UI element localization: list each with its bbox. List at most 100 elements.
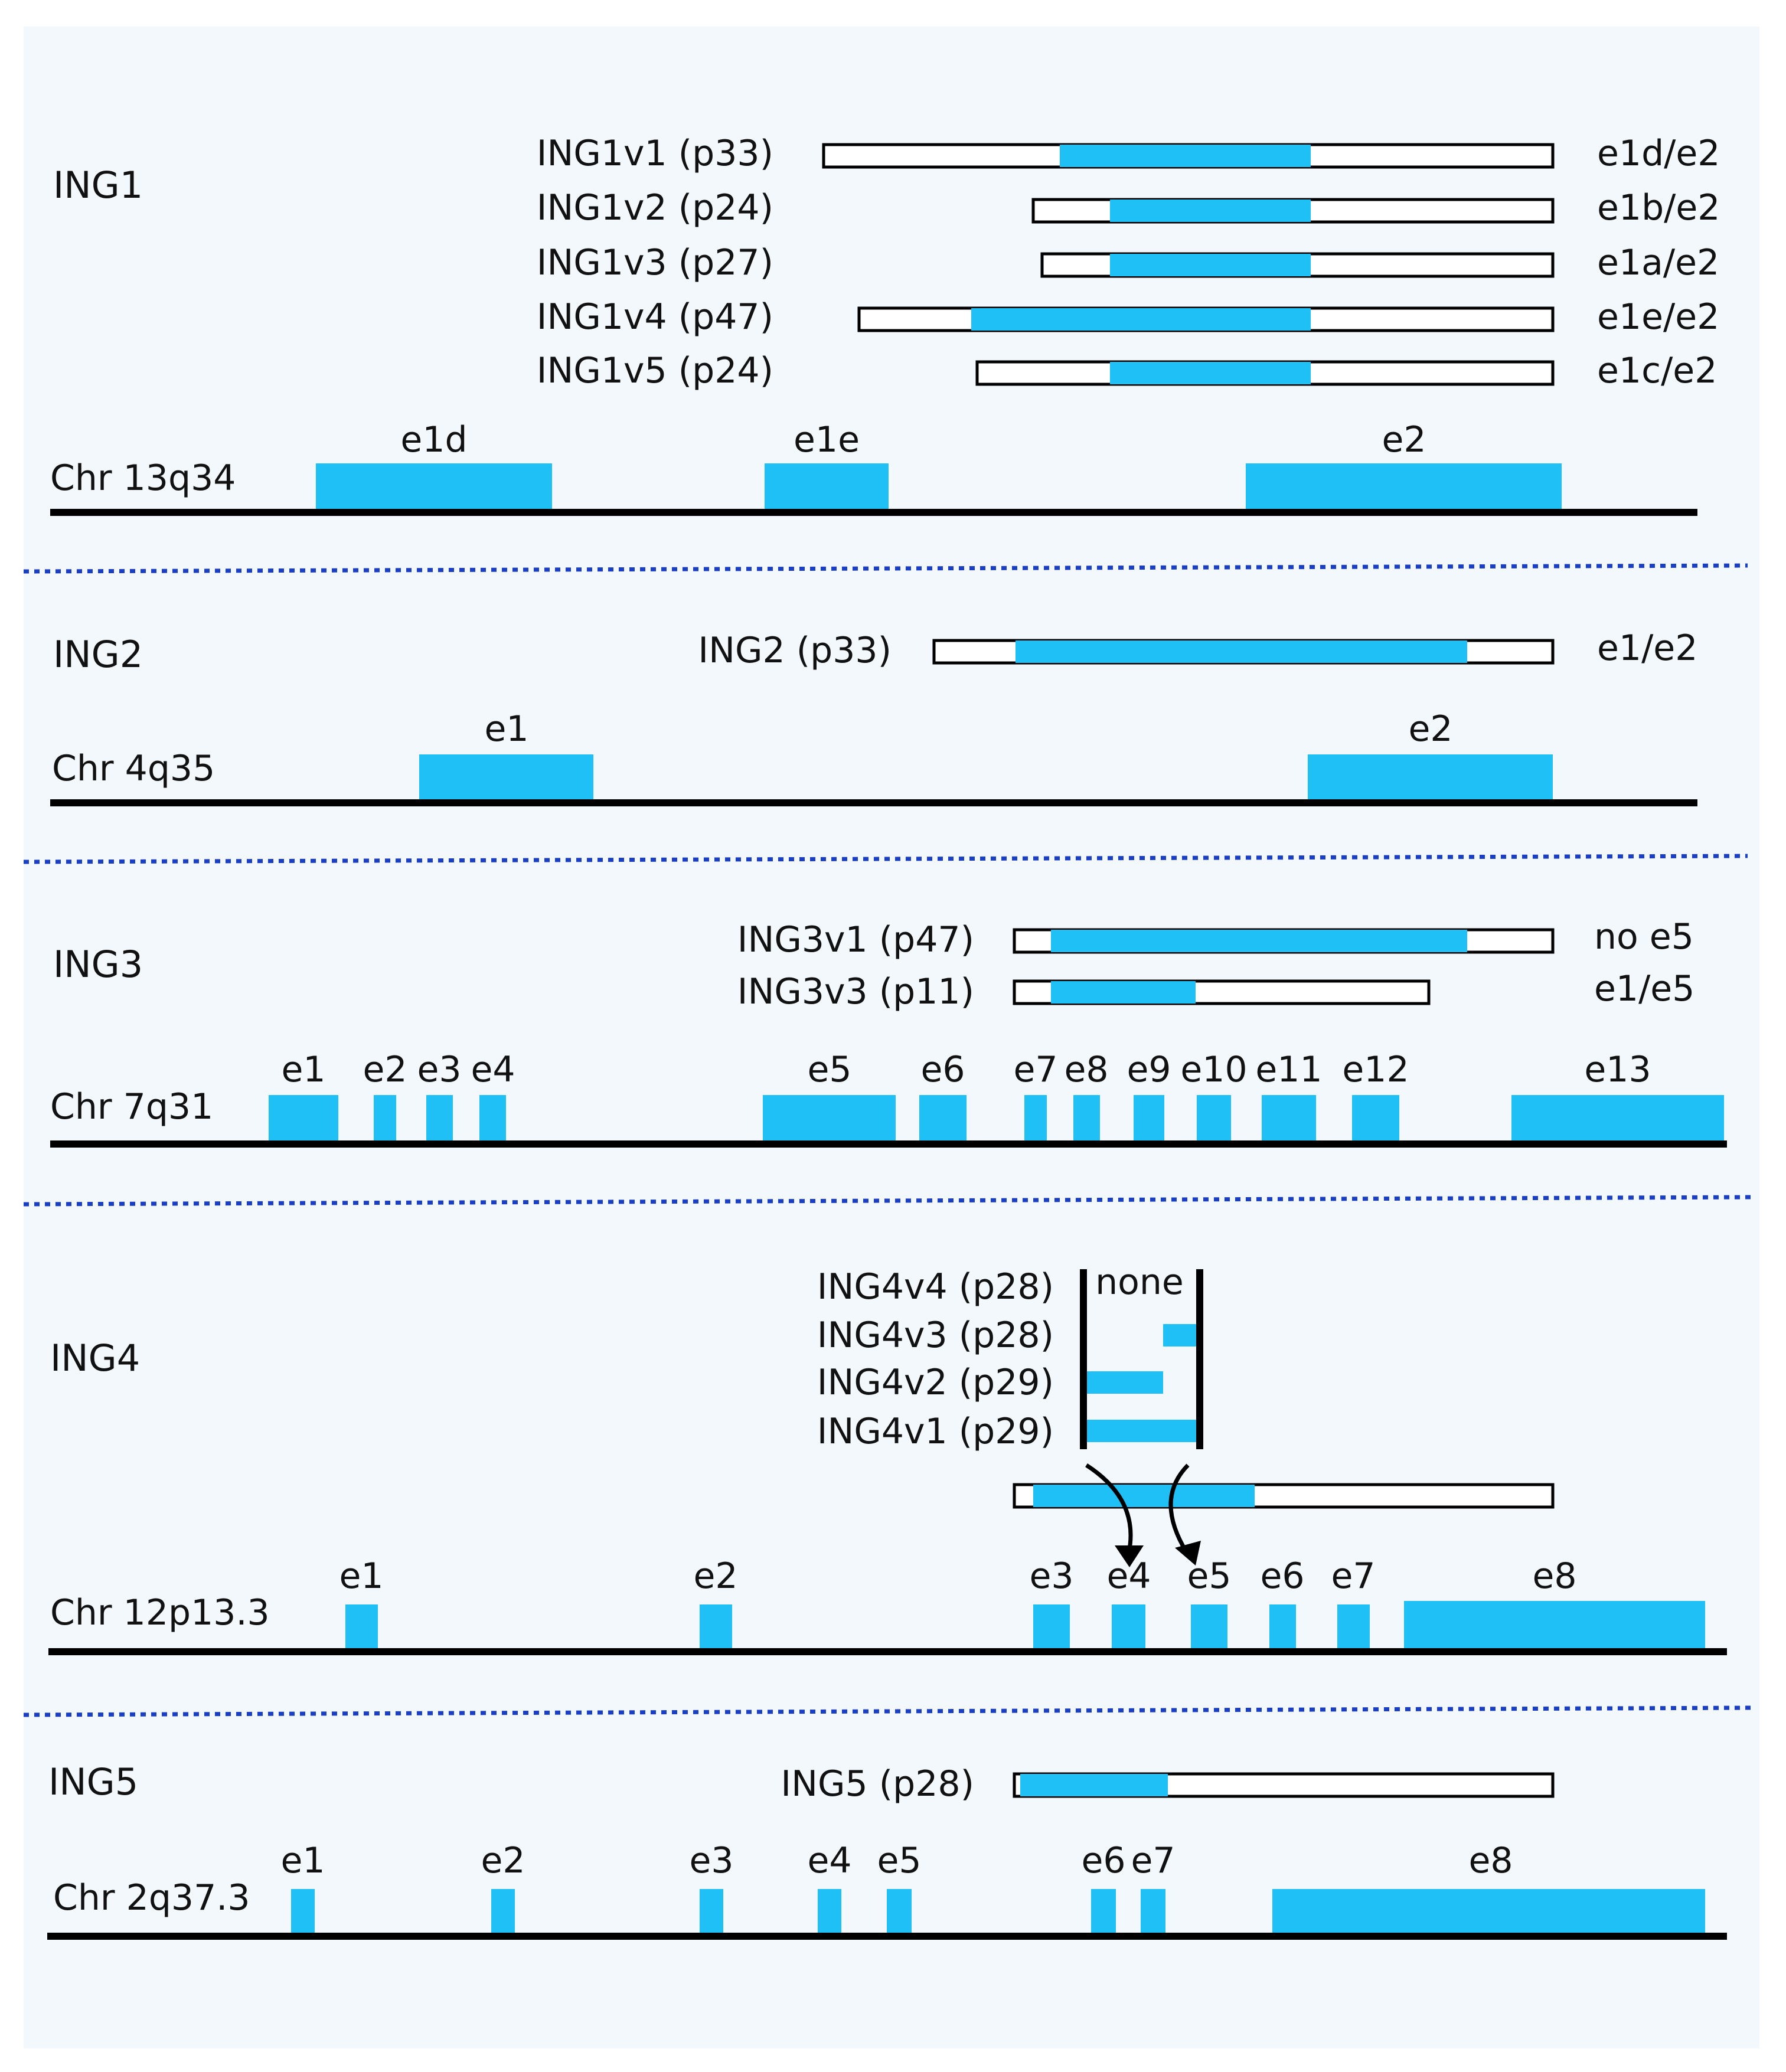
transcript-label: ING1v1 (p33) — [537, 133, 773, 174]
exon-label: e8 — [1064, 1049, 1108, 1090]
exon-label: e4 — [807, 1840, 851, 1881]
genomic-exon — [1272, 1889, 1705, 1935]
transcript-label: ING1v5 (p24) — [537, 350, 773, 391]
genomic-exon — [818, 1889, 841, 1935]
insert-fragment — [1163, 1324, 1199, 1347]
transcript-label: ING1v3 (p27) — [537, 242, 773, 283]
exon-label: e7 — [1131, 1840, 1175, 1881]
coding-region — [1110, 200, 1311, 222]
exon-label: e1 — [281, 1049, 325, 1090]
exon-label: e12 — [1342, 1049, 1409, 1090]
transcript-exons: e1e/e2 — [1597, 296, 1719, 338]
genomic-exon — [1262, 1095, 1316, 1142]
genomic-exon — [1246, 463, 1562, 511]
genomic-exon — [316, 463, 552, 511]
section-ing4: ING4 ING4v4 (p28) none ING4v3 (p28) ING4… — [48, 1261, 1727, 1655]
transcript-label: ING1v4 (p47) — [537, 296, 773, 338]
coding-region — [1033, 1485, 1255, 1507]
transcript-exons: e1d/e2 — [1597, 133, 1720, 174]
exon-label: e4 — [471, 1049, 515, 1090]
chromosome-label: Chr 13q34 — [50, 457, 236, 499]
coding-region — [1060, 145, 1311, 167]
coding-region — [1016, 640, 1467, 663]
insert-none-label: none — [1095, 1261, 1184, 1303]
gene-name: ING2 — [53, 633, 143, 676]
section-divider — [23, 563, 1748, 574]
genomic-exon — [765, 463, 889, 511]
transcript-label: ING4v4 (p28) — [817, 1266, 1054, 1308]
exon-label: e1 — [339, 1555, 383, 1597]
genomic-exon — [1024, 1095, 1047, 1142]
genomic-exon — [1073, 1095, 1100, 1142]
insert-fragment — [1085, 1371, 1163, 1394]
genomic-exon — [919, 1095, 967, 1142]
genomic-exon — [1337, 1604, 1370, 1651]
exon-label: e1 — [280, 1840, 325, 1881]
transcript-exons: e1c/e2 — [1597, 350, 1717, 391]
transcript-label: ING3v3 (p11) — [737, 971, 974, 1012]
exon-label: e10 — [1180, 1049, 1247, 1090]
transcript-exons: e1/e5 — [1594, 968, 1694, 1009]
coding-region — [971, 308, 1311, 331]
genomic-exon — [700, 1604, 732, 1651]
genomic-exon — [1511, 1095, 1724, 1142]
exon-label: e3 — [689, 1840, 733, 1881]
chromosome-label: Chr 2q37.3 — [53, 1877, 250, 1919]
genomic-exon — [269, 1095, 338, 1142]
section-ing1: ING1 ING1v1 (p33) e1d/e2 ING1v2 (p24) e1… — [50, 133, 1720, 516]
transcript-label: ING4v1 (p29) — [817, 1411, 1054, 1452]
transcript-label: ING4v2 (p29) — [817, 1362, 1054, 1403]
transcript-exons: e1b/e2 — [1597, 187, 1720, 228]
genomic-exon — [1404, 1601, 1705, 1651]
splice-arrow-left-head — [1115, 1545, 1144, 1567]
exon-label: e6 — [920, 1049, 965, 1090]
exon-label: e2 — [363, 1049, 407, 1090]
genomic-exon — [426, 1095, 453, 1142]
genomic-exon — [1134, 1095, 1164, 1142]
genomic-exon — [1091, 1889, 1116, 1935]
exon-label: e6 — [1260, 1555, 1304, 1597]
exon-label: e5 — [807, 1049, 851, 1090]
genomic-exon — [291, 1889, 315, 1935]
genomic-exon — [1033, 1604, 1070, 1651]
exon-label: e3 — [1029, 1555, 1073, 1597]
exon-label: e5 — [1187, 1555, 1231, 1597]
exon-label: e2 — [1408, 708, 1452, 750]
chromosome-label: Chr 4q35 — [52, 748, 215, 789]
exon-label: e2 — [481, 1840, 525, 1881]
splice-arrow-right-head — [1175, 1541, 1201, 1566]
splice-arrow-left — [1085, 1463, 1133, 1553]
exon-label: e7 — [1013, 1049, 1057, 1090]
exon-label: e5 — [877, 1840, 921, 1881]
transcript-label: ING2 (p33) — [698, 630, 892, 671]
exon-label: e6 — [1081, 1840, 1125, 1881]
genomic-exon — [1191, 1604, 1227, 1651]
genomic-exon — [1308, 754, 1553, 802]
exon-label: e8 — [1468, 1840, 1513, 1881]
chromosome-label: Chr 7q31 — [50, 1086, 213, 1127]
gene-name: ING3 — [53, 943, 143, 986]
coding-region — [1051, 930, 1467, 952]
genomic-exon — [491, 1889, 515, 1935]
coding-region — [1110, 362, 1311, 384]
exon-label: e1 — [484, 708, 528, 750]
transcript-label: ING4v3 (p28) — [817, 1315, 1054, 1356]
gene-name: ING4 — [50, 1336, 140, 1380]
genomic-exon — [1269, 1604, 1296, 1651]
transcript-label: ING1v2 (p24) — [537, 187, 773, 228]
section-ing3: ING3 ING3v1 (p47) no e5 ING3v3 (p11) e1/… — [50, 916, 1727, 1148]
coding-region — [1051, 981, 1196, 1004]
genomic-exon — [763, 1095, 896, 1142]
coding-region — [1110, 254, 1311, 276]
coding-region — [1020, 1774, 1168, 1796]
transcript-label: ING5 (p28) — [781, 1763, 974, 1805]
section-ing2: ING2 ING2 (p33) e1/e2 Chr 4q35 e1 e2 — [50, 628, 1697, 806]
chromosome-label: Chr 12p13.3 — [50, 1592, 270, 1633]
exon-label: e1d — [400, 419, 467, 460]
transcript-label: ING3v1 (p47) — [737, 919, 974, 960]
splice-arrow-right — [1168, 1463, 1190, 1554]
exon-label: e7 — [1331, 1555, 1375, 1597]
section-ing5: ING5 ING5 (p28) Chr 2q37.3 e1 e2 e3 e4 e… — [47, 1760, 1727, 1940]
genomic-exon — [1141, 1889, 1165, 1935]
